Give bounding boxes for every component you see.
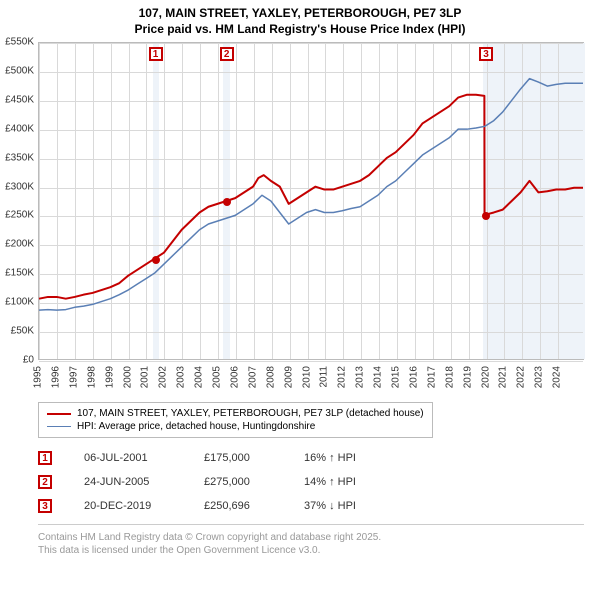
plot-area: 1 2 3 (38, 42, 584, 360)
x-tick-label: 2024 (552, 366, 563, 388)
x-tick-label: 2008 (265, 366, 276, 388)
x-tick-label: 2007 (247, 366, 258, 388)
event-row: 3 20-DEC-2019£250,69637% ↓ HPI (38, 494, 404, 518)
footer-line-2: This data is licensed under the Open Gov… (38, 544, 584, 557)
x-tick-label: 2014 (373, 366, 384, 388)
event-number-box: 1 (38, 451, 52, 465)
y-tick-label: £550K (5, 37, 34, 48)
x-tick-label: 2020 (480, 366, 491, 388)
event-price: £275,000 (204, 476, 304, 488)
event-delta: 37% ↓ HPI (304, 500, 404, 512)
x-tick-label: 1996 (50, 366, 61, 388)
x-tick-label: 2013 (355, 366, 366, 388)
x-tick-label: 2022 (516, 366, 527, 388)
x-tick-label: 2018 (444, 366, 455, 388)
y-tick-label: £350K (5, 152, 34, 163)
event-marker-label: 2 (220, 47, 234, 61)
x-tick-label: 2021 (498, 366, 509, 388)
y-tick-label: £0 (23, 355, 34, 366)
x-tick-label: 2005 (212, 366, 223, 388)
x-tick-label: 2001 (140, 366, 151, 388)
event-marker-label: 1 (149, 47, 163, 61)
chart-title: 107, MAIN STREET, YAXLEY, PETERBOROUGH, … (0, 0, 600, 39)
x-tick-label: 2015 (391, 366, 402, 388)
y-tick-label: £500K (5, 65, 34, 76)
x-tick-label: 1999 (104, 366, 115, 388)
x-tick-label: 2000 (122, 366, 133, 388)
x-tick-label: 2004 (194, 366, 205, 388)
series-price_paid (39, 95, 583, 299)
series-hpi (39, 79, 583, 311)
x-tick-label: 2011 (319, 366, 330, 388)
y-axis-labels: £0£50K£100K£150K£200K£250K£300K£350K£400… (0, 42, 36, 360)
y-tick-label: £250K (5, 210, 34, 221)
footer-attribution: Contains HM Land Registry data © Crown c… (38, 524, 584, 557)
x-tick-label: 2012 (337, 366, 348, 388)
x-tick-label: 2009 (283, 366, 294, 388)
x-tick-label: 1995 (33, 366, 44, 388)
x-tick-label: 2010 (301, 366, 312, 388)
y-tick-label: £450K (5, 94, 34, 105)
y-tick-label: £200K (5, 239, 34, 250)
event-number-box: 3 (38, 499, 52, 513)
event-date: 20-DEC-2019 (84, 500, 204, 512)
y-tick-label: £300K (5, 181, 34, 192)
title-line-2: Price paid vs. HM Land Registry's House … (0, 22, 600, 38)
event-price: £175,000 (204, 452, 304, 464)
y-tick-label: £50K (11, 326, 34, 337)
legend-item: HPI: Average price, detached house, Hunt… (47, 420, 424, 433)
x-tick-label: 1997 (68, 366, 79, 388)
legend: 107, MAIN STREET, YAXLEY, PETERBOROUGH, … (38, 402, 433, 438)
footer-line-1: Contains HM Land Registry data © Crown c… (38, 531, 584, 544)
x-tick-label: 1998 (86, 366, 97, 388)
event-row: 2 24-JUN-2005£275,00014% ↑ HPI (38, 470, 404, 494)
x-tick-label: 2006 (229, 366, 240, 388)
legend-swatch (47, 426, 71, 427)
x-tick-label: 2003 (176, 366, 187, 388)
y-tick-label: £150K (5, 268, 34, 279)
event-price: £250,696 (204, 500, 304, 512)
event-delta: 14% ↑ HPI (304, 476, 404, 488)
y-tick-label: £100K (5, 297, 34, 308)
x-tick-label: 2016 (408, 366, 419, 388)
line-series-svg (39, 43, 583, 359)
event-marker-label: 3 (479, 47, 493, 61)
event-date: 06-JUL-2001 (84, 452, 204, 464)
x-tick-label: 2019 (462, 366, 473, 388)
event-number-box: 2 (38, 475, 52, 489)
event-date: 24-JUN-2005 (84, 476, 204, 488)
legend-label: HPI: Average price, detached house, Hunt… (77, 421, 315, 432)
x-tick-label: 2017 (426, 366, 437, 388)
x-tick-label: 2023 (534, 366, 545, 388)
x-tick-label: 2002 (158, 366, 169, 388)
legend-item: 107, MAIN STREET, YAXLEY, PETERBOROUGH, … (47, 407, 424, 420)
y-tick-label: £400K (5, 123, 34, 134)
title-line-1: 107, MAIN STREET, YAXLEY, PETERBOROUGH, … (0, 6, 600, 22)
legend-swatch (47, 413, 71, 415)
event-row: 1 06-JUL-2001£175,00016% ↑ HPI (38, 446, 404, 470)
legend-label: 107, MAIN STREET, YAXLEY, PETERBOROUGH, … (77, 408, 424, 419)
events-table: 1 06-JUL-2001£175,00016% ↑ HPI 2 24-JUN-200… (38, 446, 404, 518)
chart-container: 107, MAIN STREET, YAXLEY, PETERBOROUGH, … (0, 0, 600, 590)
event-delta: 16% ↑ HPI (304, 452, 404, 464)
